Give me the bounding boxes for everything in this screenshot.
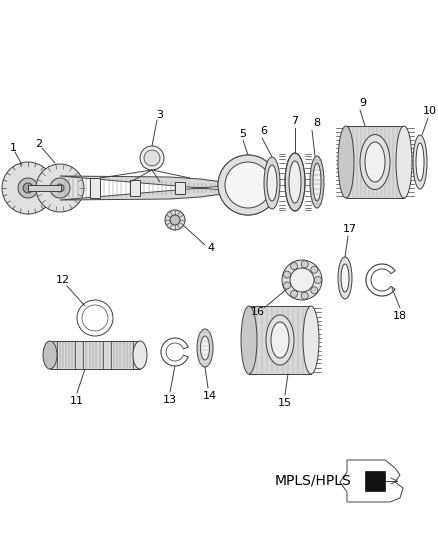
Ellipse shape [289, 161, 301, 203]
Ellipse shape [264, 157, 280, 209]
Bar [57, 341, 75, 369]
Circle shape [144, 150, 160, 166]
Bar [83, 341, 103, 369]
Text: 18: 18 [393, 311, 407, 321]
Ellipse shape [310, 156, 324, 208]
Text: 10: 10 [423, 106, 437, 116]
Circle shape [18, 178, 38, 198]
Ellipse shape [285, 153, 305, 211]
Ellipse shape [267, 165, 277, 201]
Ellipse shape [341, 264, 349, 292]
Ellipse shape [303, 306, 319, 374]
Bar [90, 177, 100, 198]
Circle shape [301, 292, 308, 299]
Bar [249, 306, 311, 374]
Text: 8: 8 [314, 118, 321, 128]
Text: 6: 6 [261, 126, 268, 136]
Circle shape [290, 263, 297, 270]
Bar [365, 471, 385, 491]
Circle shape [36, 164, 84, 212]
Text: 17: 17 [343, 224, 357, 234]
Ellipse shape [365, 142, 385, 182]
Ellipse shape [396, 126, 412, 198]
Bar [50, 341, 140, 369]
Circle shape [301, 261, 308, 268]
Ellipse shape [338, 257, 352, 299]
Ellipse shape [201, 336, 209, 360]
Text: 14: 14 [203, 391, 217, 401]
Ellipse shape [43, 341, 57, 369]
Text: 12: 12 [56, 275, 70, 285]
Circle shape [50, 178, 70, 198]
Ellipse shape [416, 143, 424, 181]
Bar [130, 180, 140, 196]
Circle shape [311, 266, 318, 273]
Text: 13: 13 [163, 395, 177, 405]
Bar [346, 126, 404, 198]
Text: 16: 16 [251, 307, 265, 317]
Text: 5: 5 [240, 129, 247, 139]
Ellipse shape [218, 155, 278, 215]
Ellipse shape [360, 134, 390, 190]
Ellipse shape [241, 306, 257, 374]
Ellipse shape [225, 162, 271, 208]
Text: 15: 15 [278, 398, 292, 408]
Ellipse shape [338, 126, 354, 198]
Text: 2: 2 [35, 139, 42, 149]
Circle shape [23, 183, 33, 193]
Ellipse shape [197, 329, 213, 367]
Ellipse shape [313, 163, 321, 201]
Circle shape [2, 162, 54, 214]
Circle shape [165, 210, 185, 230]
Circle shape [283, 282, 290, 289]
Text: 3: 3 [156, 110, 163, 120]
Circle shape [314, 277, 321, 284]
Polygon shape [60, 176, 235, 200]
Ellipse shape [266, 315, 294, 365]
Text: MPLS/HPLS: MPLS/HPLS [275, 474, 351, 488]
Circle shape [290, 268, 314, 292]
Circle shape [140, 146, 164, 170]
Bar [28, 185, 61, 191]
Circle shape [282, 260, 322, 300]
Ellipse shape [271, 322, 289, 358]
Text: 7: 7 [291, 116, 299, 126]
Ellipse shape [133, 341, 147, 369]
Circle shape [311, 287, 318, 294]
Circle shape [56, 184, 64, 192]
Circle shape [283, 271, 290, 278]
Circle shape [290, 290, 297, 297]
Bar [175, 182, 185, 194]
Text: 4: 4 [208, 243, 215, 253]
Ellipse shape [413, 135, 427, 189]
Text: 11: 11 [70, 396, 84, 406]
Text: 9: 9 [360, 98, 367, 108]
Circle shape [170, 215, 180, 225]
Bar [111, 341, 133, 369]
Text: 1: 1 [10, 143, 17, 153]
